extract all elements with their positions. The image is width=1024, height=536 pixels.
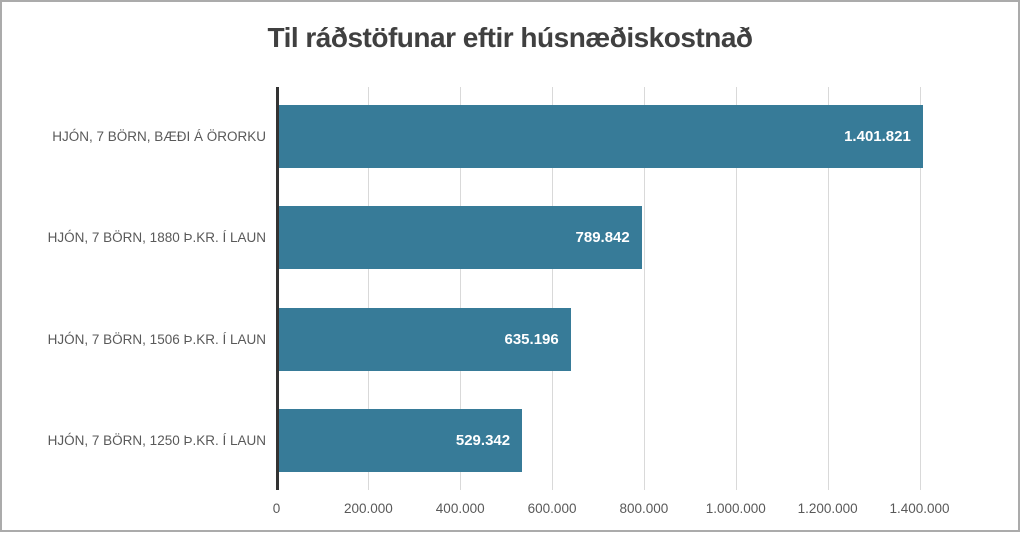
gridline: [643, 87, 645, 490]
x-tick-label: 400.000: [435, 501, 485, 516]
bar-value-label: 1.401.821: [844, 128, 911, 145]
x-tick-label: 1.400.000: [889, 501, 950, 516]
x-tick-label: 0: [272, 501, 281, 516]
bar-value-label: 635.196: [504, 330, 559, 348]
category-label: HJÓN, 7 BÖRN, 1880 Þ.KR. Í LAUN: [47, 230, 266, 246]
category-label: HJÓN, 7 BÖRN, BÆÐI Á ÖRORKU: [52, 129, 266, 144]
chart-title: Til ráðstöfunar eftir húsnæðiskostnað: [267, 22, 753, 53]
bar: 529.342: [279, 408, 523, 472]
plot-area: 0 200.000 400.000 600.000 800.000 1.000.000 1.…: [273, 87, 969, 516]
gridline: [552, 87, 554, 490]
gridline: [827, 87, 829, 490]
gridline: [460, 87, 462, 490]
bar-value-label: 789.842: [575, 229, 630, 247]
x-tick-label: 1.000.000: [705, 501, 766, 516]
category-label: HJÓN, 7 BÖRN, 1506 Þ.KR. Í LAUN: [47, 331, 266, 347]
bar: 635.196: [279, 307, 571, 371]
gridline: [368, 87, 370, 490]
bar-value-label: 529.342: [455, 431, 511, 449]
x-tick-label: 1.200.000: [797, 501, 858, 516]
gridline: [735, 87, 737, 490]
x-tick-label: 200.000: [343, 501, 393, 516]
gridline: [919, 87, 921, 490]
bar: 1.401.821: [279, 105, 923, 168]
category-label: HJÓN, 7 BÖRN, 1250 Þ.KR. Í LAUN: [47, 432, 266, 448]
x-tick-label: 800.000: [619, 501, 669, 516]
bar: 789.842: [279, 206, 642, 270]
y-axis-spine: [276, 87, 279, 490]
x-tick-label: 600.000: [527, 501, 577, 516]
